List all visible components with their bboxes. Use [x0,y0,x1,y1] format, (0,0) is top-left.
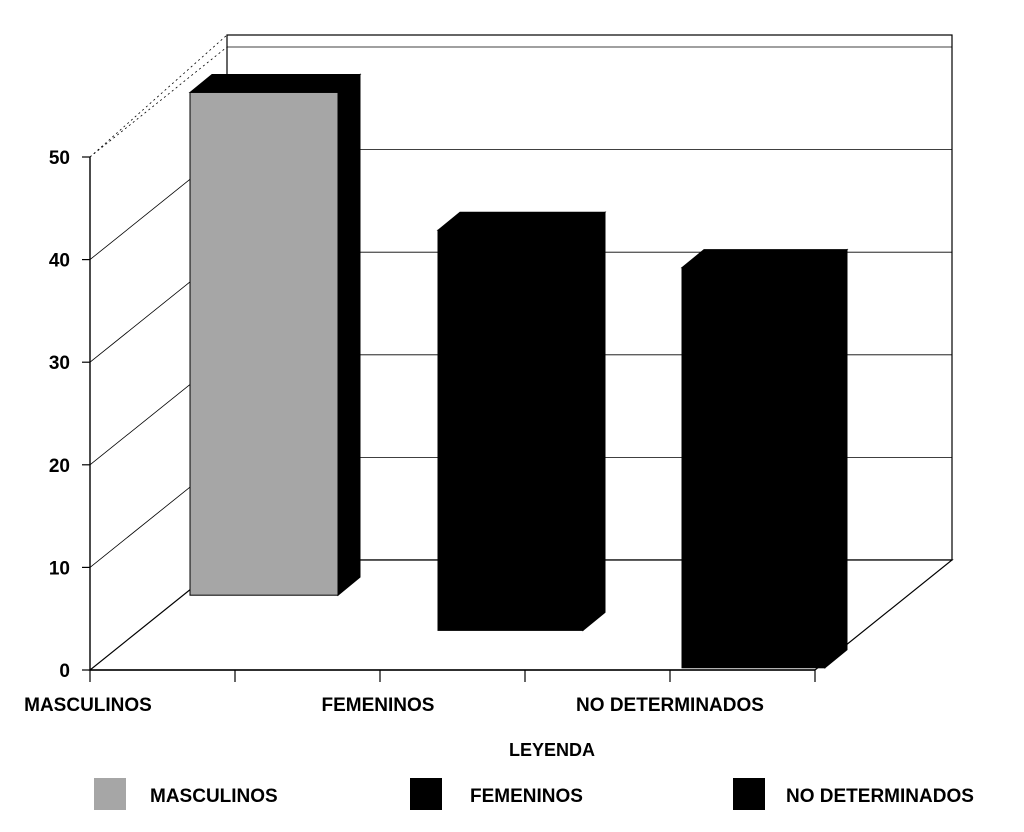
bar-front [681,267,826,669]
bar [680,248,849,669]
left-wall-top-edge [89,34,228,158]
legend-swatch [410,778,442,810]
bar [436,211,607,632]
legend-swatch [733,778,765,810]
y-tick-label: 30 [49,353,70,374]
y-tick-label: 50 [49,148,70,169]
bar-side [824,248,848,669]
bar-front [437,229,584,631]
legend-label: NO DETERMINADOS [786,786,974,807]
legend-title: LEYENDA [509,740,595,760]
bar-side [582,211,606,632]
x-tick-label: FEMENINOS [322,695,435,716]
y-tick-label: 0 [59,661,70,682]
bar-front [189,91,339,596]
bar-side [337,73,361,597]
x-tick-label: MASCULINOS [24,695,152,716]
bars [188,73,849,669]
legend-label: MASCULINOS [150,786,278,807]
y-tick-label: 20 [49,456,70,477]
legend-label: FEMENINOS [470,786,583,807]
y-tick-label: 40 [49,251,70,272]
bar-top [680,249,849,269]
x-axis: MASCULINOS FEMENINOS NO DETERMINADOS [24,669,816,716]
legend-swatch [94,778,126,810]
gridline-side [89,46,228,158]
bar-top [188,73,362,93]
legend: LEYENDA MASCULINOS FEMENINOS NO DETERMINAD… [94,740,974,810]
y-tick-label: 10 [49,558,70,579]
y-axis: 0 10 20 30 40 50 [49,148,90,682]
bar [188,73,362,597]
x-tick-label: NO DETERMINADOS [576,695,764,716]
bar-top [436,211,607,231]
